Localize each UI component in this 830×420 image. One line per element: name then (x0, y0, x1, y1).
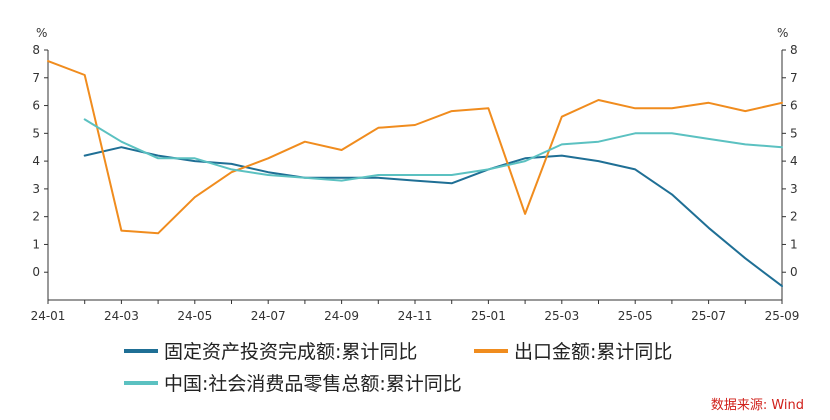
legend-swatch-fixed-asset-investment (124, 348, 158, 353)
legend-item-exports: 出口金额:累计同比 (474, 337, 672, 364)
y-tick-label-right: 2 (790, 210, 798, 224)
x-tick-label: 24-07 (251, 309, 286, 323)
x-tick-label: 24-03 (104, 309, 139, 323)
legend-item-fixed-asset-investment: 固定资产投资完成额:累计同比 (124, 337, 417, 364)
y-tick-label-left: 2 (32, 210, 40, 224)
series-line-2 (83, 118, 783, 182)
y-tick-label-right: 1 (790, 237, 798, 251)
data-source-note: 数据来源: Wind (710, 398, 804, 413)
series-line-1 (47, 60, 783, 235)
y-tick-label-right: 6 (790, 99, 798, 113)
legend-swatch-exports (474, 348, 508, 353)
x-tick-label: 25-05 (618, 309, 653, 323)
legend-item-retail-sales: 中国:社会消费品零售总额:累计同比 (124, 369, 462, 396)
series-line-0 (83, 146, 783, 288)
x-tick-label: 24-05 (177, 309, 212, 323)
x-tick-label: 25-09 (765, 309, 800, 323)
y-tick-label-left: 8 (32, 43, 40, 57)
legend-label-retail-sales: 中国:社会消费品零售总额:累计同比 (164, 373, 462, 395)
x-tick-label: 24-09 (324, 309, 359, 323)
line-chart: % % 0 0 1 1 2 2 3 3 4 4 5 5 6 6 7 7 8 8 24-01 24-03 24-05 24-07… (31, 26, 800, 323)
y-tick-label-right: 8 (790, 43, 798, 57)
x-tick-label: 25-03 (544, 309, 579, 323)
y-tick-label-right: 4 (790, 154, 798, 168)
y-tick-label-left: 0 (32, 265, 40, 279)
y-unit-left: % (36, 26, 47, 40)
y-tick-label-left: 7 (32, 71, 40, 85)
y-tick-label-right: 3 (790, 182, 798, 196)
x-tick-label: 24-11 (398, 309, 433, 323)
y-tick-label-right: 0 (790, 265, 798, 279)
x-tick-label: 25-01 (471, 309, 506, 323)
y-tick-label-left: 5 (32, 126, 40, 140)
x-tick-label: 25-07 (691, 309, 726, 323)
legend-swatch-retail-sales (124, 380, 158, 385)
y-tick-label-left: 4 (32, 154, 40, 168)
legend-label-exports: 出口金额:累计同比 (514, 341, 673, 363)
x-tick-label: 24-01 (31, 309, 66, 323)
y-tick-label-left: 6 (32, 99, 40, 113)
y-tick-label-right: 7 (790, 71, 798, 85)
y-tick-label-right: 5 (790, 126, 798, 140)
y-tick-label-left: 3 (32, 182, 40, 196)
y-tick-label-left: 1 (32, 237, 40, 251)
y-unit-right: % (777, 26, 788, 40)
legend-label-fixed-asset-investment: 固定资产投资完成额:累计同比 (164, 341, 418, 363)
